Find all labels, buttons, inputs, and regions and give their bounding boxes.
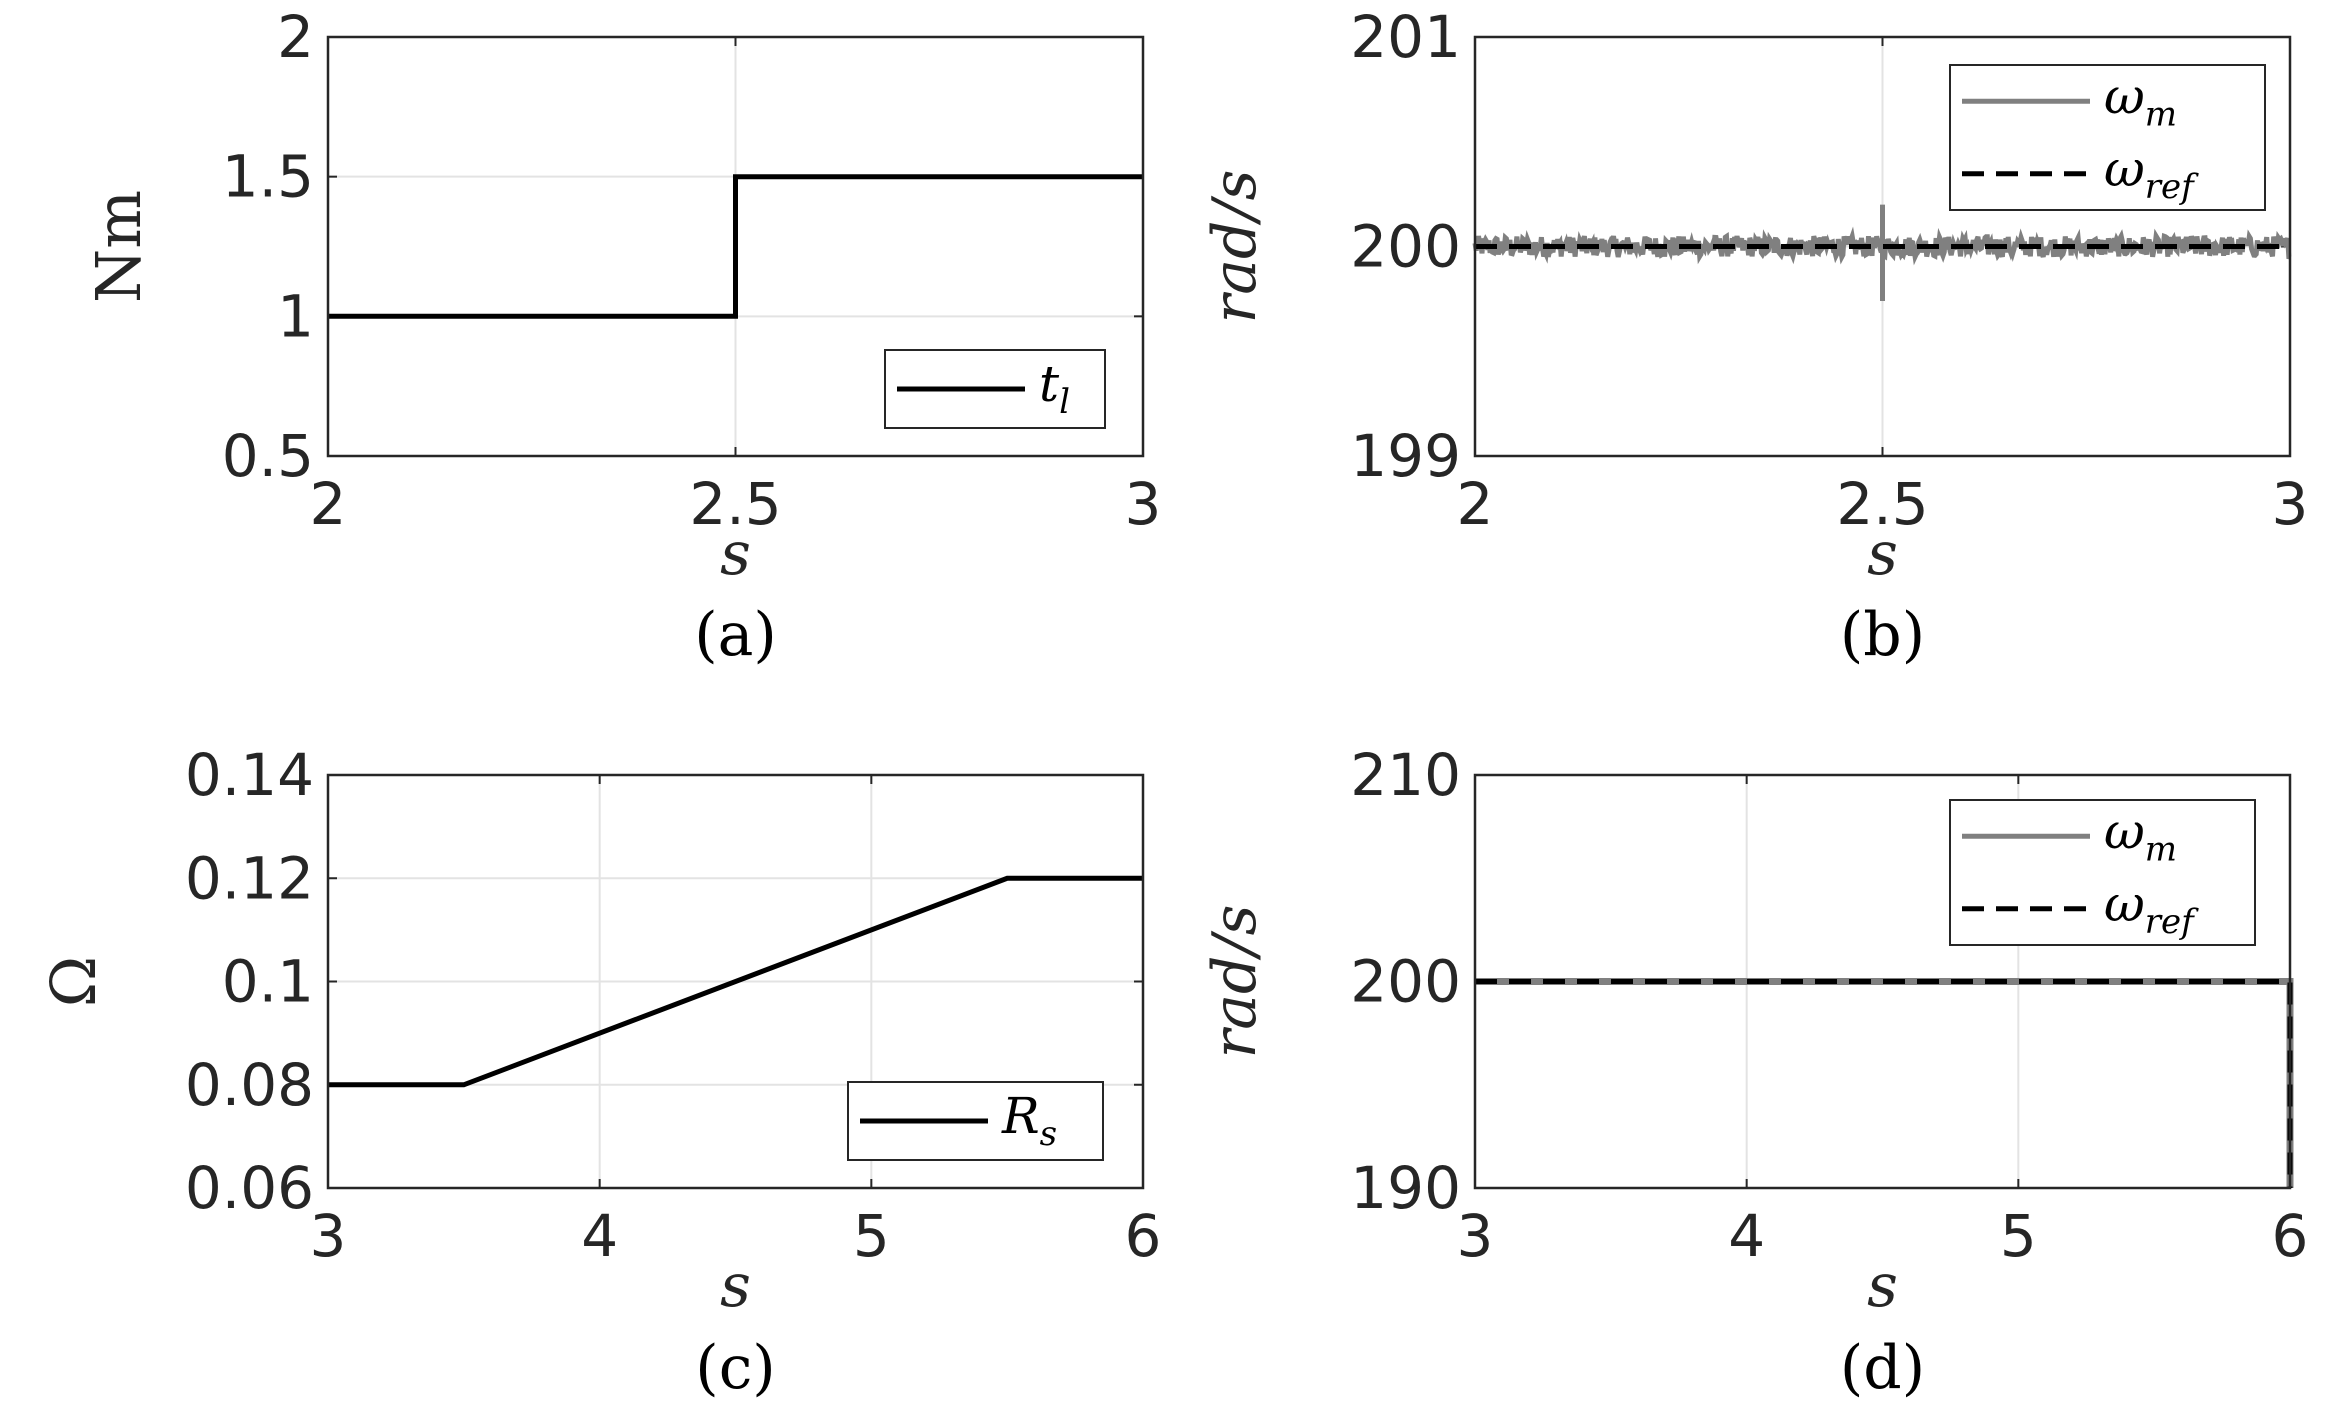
y-tick-label: 200	[1350, 213, 1461, 281]
y-tick-label: 200	[1350, 948, 1461, 1016]
panel-caption: (b)	[1840, 600, 1925, 670]
x-tick-label: 6	[1125, 1202, 1162, 1270]
y-tick-label: 0.06	[185, 1154, 314, 1222]
x-axis-label: s	[720, 519, 751, 589]
y-tick-label: 0.08	[185, 1051, 314, 1119]
series-line-s	[328, 875, 1143, 1088]
y-tick-label: 0.1	[222, 948, 314, 1016]
x-tick-label: 2.5	[689, 470, 781, 538]
legend-box	[1949, 64, 2266, 211]
axes-box	[1473, 773, 2292, 1190]
legend-label: Rs	[1001, 1087, 1057, 1154]
legend-label: ωref	[2104, 140, 2199, 207]
x-tick-label: 6	[2272, 1202, 2309, 1270]
x-tick-label: 4	[1728, 1202, 1765, 1270]
y-axis-label: Ω	[37, 956, 110, 1007]
y-tick-label: 2	[277, 3, 314, 71]
chart-panel-c: 3 4 5 6 0.06 0.08 0.1 0.12 0.14 s Ω (c) Rs	[37, 741, 1161, 1403]
legend: tl	[884, 349, 1106, 429]
y-tick-label: 0.12	[185, 844, 314, 912]
x-tick-label: 2.5	[1836, 470, 1928, 538]
legend-label: ωref	[2104, 875, 2199, 942]
panel-caption: (d)	[1840, 1333, 1925, 1403]
x-tick-label: 5	[2000, 1202, 2037, 1270]
y-tick-label: 0.5	[222, 422, 314, 490]
x-axis-label: s	[1867, 1251, 1898, 1321]
x-axis-label: s	[1867, 519, 1898, 589]
y-axis-label: rad/s	[1200, 905, 1270, 1059]
x-tick-label: 3	[2272, 470, 2309, 538]
legend-label: ωm	[2104, 802, 2177, 869]
x-axis-label: s	[720, 1251, 751, 1321]
y-axis-label: Nm	[82, 190, 155, 303]
panel-caption: (c)	[695, 1333, 775, 1403]
y-tick-label: 210	[1350, 741, 1461, 809]
x-tick-label: 3	[1457, 1202, 1494, 1270]
y-tick-label: 0.14	[185, 741, 314, 809]
axes-box	[326, 35, 1145, 458]
y-tick-label: 201	[1350, 3, 1461, 71]
x-tick-label: 3	[1125, 470, 1162, 538]
axes-box	[326, 773, 1145, 1190]
y-tick-label: 1.5	[222, 143, 314, 211]
legend-box	[1949, 799, 2256, 946]
axes-box	[1473, 35, 2292, 458]
legend: Rs	[847, 1081, 1104, 1161]
legend-label: ωm	[2104, 67, 2177, 134]
x-tick-label: 3	[310, 1202, 347, 1270]
chart-panel-a: 2 2.5 3 0.5 1 1.5 2 s Nm (a) tl	[82, 3, 1161, 670]
y-axis-label: rad/s	[1200, 170, 1270, 324]
legend-label: tl	[1039, 355, 1070, 422]
x-tick-label: 2	[310, 470, 347, 538]
x-tick-label: 5	[853, 1202, 890, 1270]
x-tick-label: 4	[581, 1202, 618, 1270]
y-tick-label: 190	[1350, 1154, 1461, 1222]
series-line-l	[328, 174, 1143, 319]
y-tick-label: 199	[1350, 422, 1461, 490]
y-tick-label: 1	[277, 282, 314, 350]
panel-caption: (a)	[694, 600, 777, 670]
x-tick-label: 2	[1457, 470, 1494, 538]
